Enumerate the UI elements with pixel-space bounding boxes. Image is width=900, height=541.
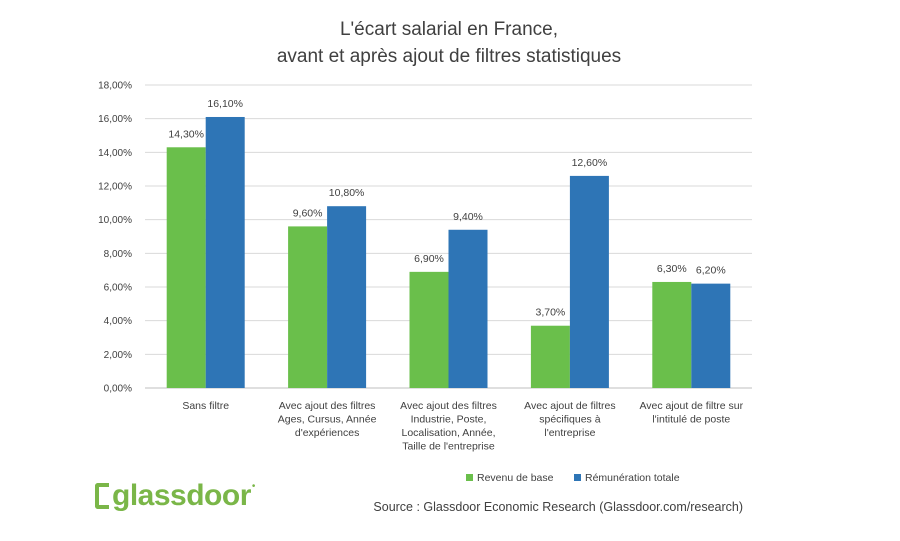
logo-wordmark: glassdoor — [112, 479, 251, 512]
y-tick-label: 6,00% — [104, 283, 132, 294]
bar-remuneration-totale — [205, 116, 245, 388]
bar-remuneration-totale — [691, 283, 731, 388]
y-tick-label: 8,00% — [104, 249, 132, 260]
data-label: 3,70% — [536, 307, 566, 319]
data-label: 6,90% — [414, 253, 444, 265]
data-labels: 14,30% 16,10% 9,60% 10,80% 6,90% 9,40% 3,70% 12… — [168, 98, 725, 319]
legend-label: Revenu de base — [477, 472, 554, 484]
bar-revenu-de-base — [530, 325, 570, 388]
legend-swatch — [574, 474, 581, 481]
legend-swatch — [466, 474, 473, 481]
category-label: Avec ajout des filtres — [279, 400, 376, 412]
y-tick-label: 12,00% — [98, 182, 132, 193]
category-label: Sans filtre — [182, 400, 229, 412]
data-label: 12,60% — [572, 157, 608, 169]
source-note: Source : Glassdoor Economic Research (Gl… — [373, 500, 743, 514]
chart-title: L'écart salarial en France, avant et aprè… — [277, 19, 621, 67]
bar-revenu-de-base — [409, 271, 449, 388]
category-label: Industrie, Poste, — [411, 414, 487, 426]
category-label: Ages, Cursus, Année — [278, 414, 377, 426]
legend-label: Rémunération totale — [585, 472, 680, 484]
bar-remuneration-totale — [448, 229, 488, 388]
category-label: l'entreprise — [544, 427, 595, 439]
bar-remuneration-totale — [327, 206, 367, 388]
bar-revenu-de-base — [652, 281, 692, 388]
y-tick-label: 0,00% — [104, 384, 132, 395]
y-tick-label: 16,00% — [98, 114, 132, 125]
bar-revenu-de-base — [288, 226, 328, 388]
y-tick-label: 2,00% — [104, 350, 132, 361]
category-label: l'intitulé de poste — [652, 414, 730, 426]
category-label: Avec ajout de filtre sur — [639, 400, 743, 412]
y-tick-label: 4,00% — [104, 316, 132, 327]
category-label: Avec ajout des filtres — [400, 400, 497, 412]
x-axis-categories: Sans filtre Avec ajout des filtres Ages, C… — [182, 400, 743, 453]
data-label: 6,20% — [696, 265, 726, 277]
bars — [166, 116, 731, 388]
y-axis: 0,00% 2,00% 4,00% 6,00% 8,00% 10,00% 12,00% 14,… — [98, 81, 132, 395]
data-label: 16,10% — [207, 98, 243, 110]
y-tick-label: 14,00% — [98, 148, 132, 159]
category-label: Localisation, Année, — [402, 427, 496, 439]
legend: Revenu de base Rémunération totale — [466, 472, 680, 484]
data-label: 6,30% — [657, 263, 687, 275]
category-label: Taille de l'entreprise — [402, 441, 495, 453]
category-label: d'expériences — [295, 427, 359, 439]
bracket-icon — [95, 483, 109, 509]
y-tick-label: 18,00% — [98, 81, 132, 92]
chart-title-line: L'écart salarial en France, — [340, 19, 558, 40]
category-label: Avec ajout de filtres — [524, 400, 615, 412]
data-label: 14,30% — [168, 128, 204, 140]
glassdoor-logo: glassdoor • — [95, 481, 255, 511]
data-label: 10,80% — [329, 187, 365, 199]
bar-remuneration-totale — [569, 175, 609, 388]
category-label: spécifiques à — [539, 414, 600, 426]
data-label: 9,40% — [453, 211, 483, 223]
bar-revenu-de-base — [166, 147, 206, 388]
logo-dot-icon: • — [251, 481, 256, 492]
y-tick-label: 10,00% — [98, 215, 132, 226]
data-label: 9,60% — [293, 207, 323, 219]
chart-title-line: avant et après ajout de filtres statisti… — [277, 46, 621, 67]
